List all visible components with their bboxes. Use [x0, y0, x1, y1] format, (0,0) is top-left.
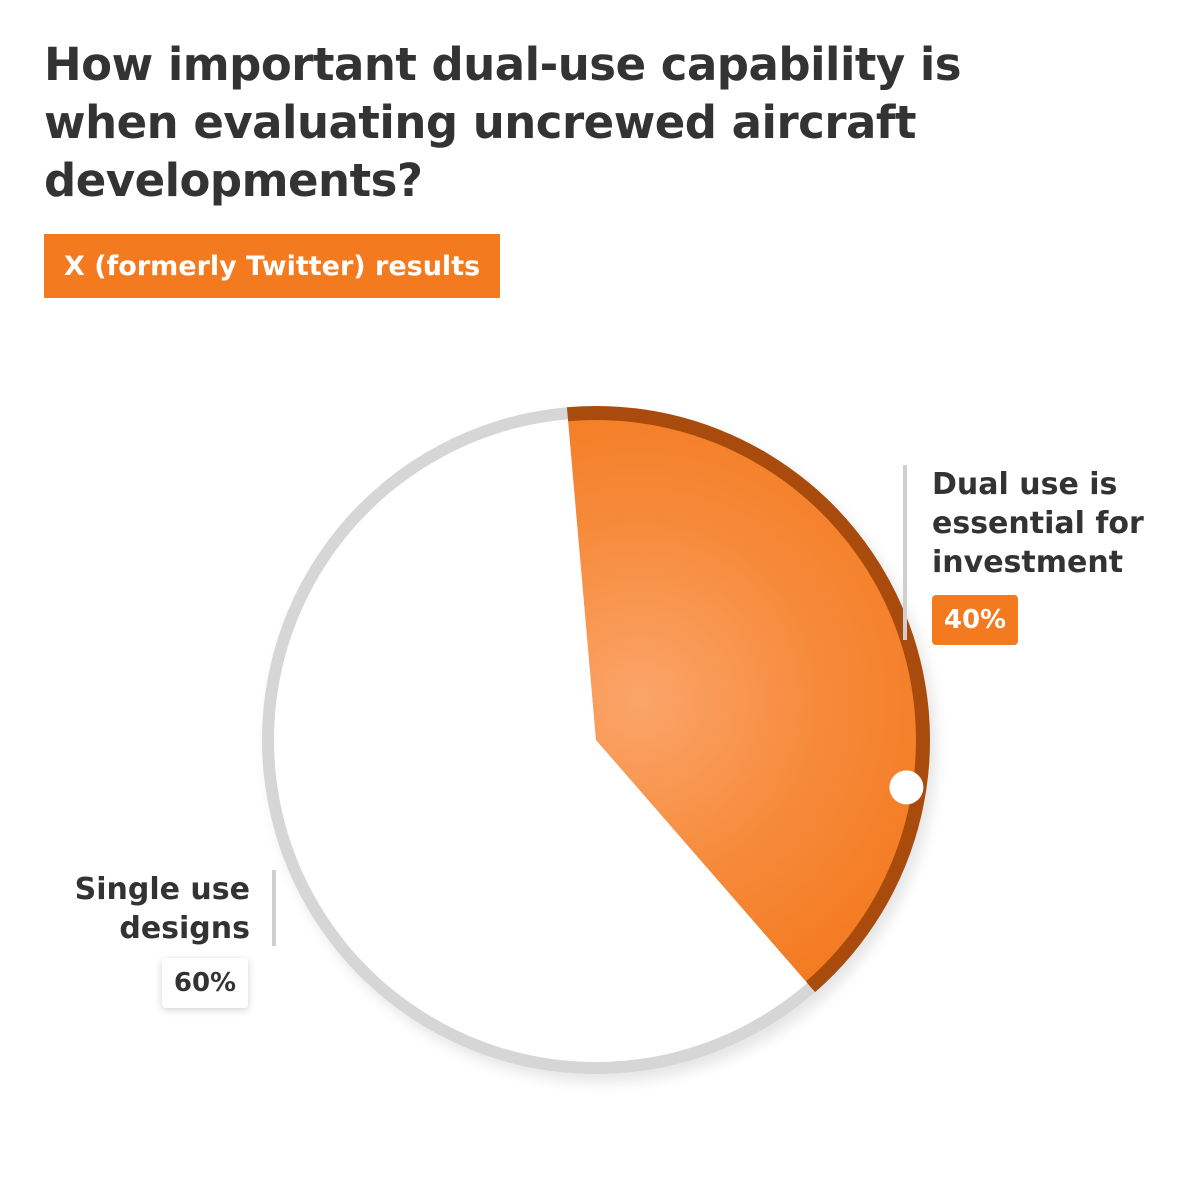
- pie-slice-single-use[interactable]: [273, 419, 808, 1063]
- dual-use-marker-dot: [889, 770, 924, 805]
- dual-use-label: Dual use is essential for investment: [932, 467, 1144, 580]
- chart-title: How important dual-use capability is whe…: [44, 38, 962, 207]
- subtitle-badge: X (formerly Twitter) results: [44, 234, 501, 298]
- single-use-leader-line: [272, 870, 276, 946]
- dual-use-leader-line: [903, 465, 907, 640]
- single-use-label: Single use designs: [74, 872, 250, 946]
- dual-use-value-badge: 40%: [932, 595, 1018, 645]
- pie-slice-dual-use[interactable]: [568, 420, 917, 982]
- single-use-value-badge: 60%: [162, 958, 248, 1008]
